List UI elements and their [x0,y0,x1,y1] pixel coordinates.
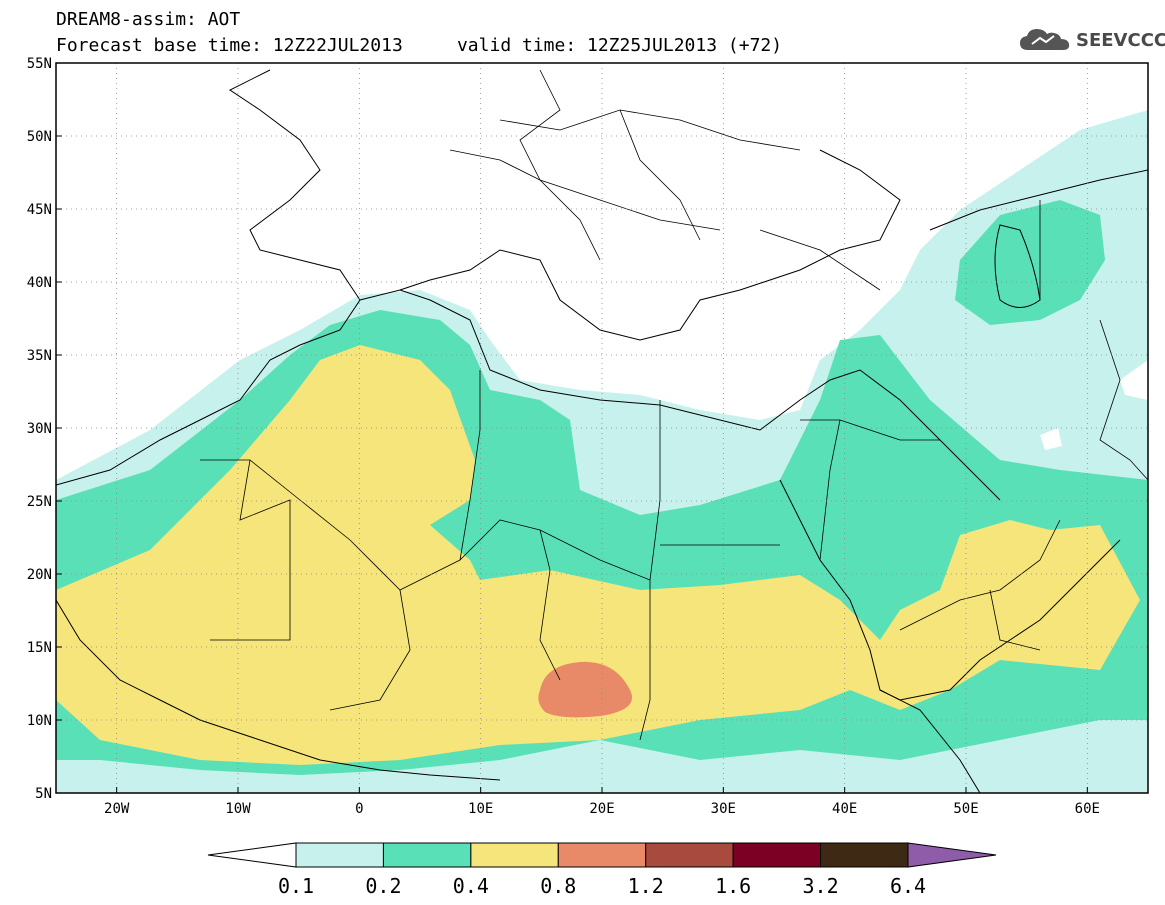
forecast-time-line: Forecast base time: 12Z22JUL2013 valid t… [56,35,783,56]
graticule [56,63,1148,793]
clear-patch-2 [1040,428,1062,450]
lat-tick-label: 45N [27,202,52,218]
colorbar-segment [382,842,472,868]
colorbar-segment [732,842,822,868]
aot-field [56,69,1148,793]
clear-patch-1 [1120,360,1148,400]
lon-tick-label: 10W [225,801,251,817]
aot-band-0.2-caspian [955,200,1105,325]
colorbar-segment [645,842,734,868]
seevccc-logo: SEEVCCC [1018,26,1165,54]
colorbar: 0.1 0.2 0.4 0.8 1.2 1.6 3.2 6.4 [207,842,997,898]
lat-tick-label: 10N [27,713,52,729]
lat-tick-label: 55N [27,56,52,72]
logo-text: SEEVCCC [1076,29,1165,51]
colorbar-label: 0.4 [453,874,489,898]
colorbar-segment [295,842,384,868]
colorbar-under-triangle [207,842,297,868]
lon-tick-label: 20W [104,801,130,817]
lat-tick-label: 5N [35,786,52,802]
plot-frame [55,62,1149,794]
colorbar-segment [470,842,559,868]
lat-tick-label: 35N [27,348,52,364]
cloud-icon [1020,29,1070,50]
lon-tick-label: 30E [711,801,736,817]
lon-tick-label: 20E [589,801,614,817]
country-borders [200,69,1148,741]
axis-ticks: 20W 10W 0 10E 20E 30E 40E 50E 60E 55N 50N 45N 40N 35N… [27,56,1100,817]
lon-tick-label: 50E [953,801,978,817]
colorbar-label: 3.2 [803,874,839,898]
colorbar-segment [557,842,647,868]
lon-tick-label: 10E [468,801,493,817]
coastlines [56,69,1148,793]
colorbar-label: 0.2 [365,874,401,898]
colorbar-over-triangle [907,842,997,868]
colorbar-label: 1.2 [628,874,664,898]
lon-tick-label: 40E [832,801,857,817]
colorbar-label: 0.1 [278,874,314,898]
lat-tick-label: 40N [27,275,52,291]
lon-tick-label: 60E [1075,801,1100,817]
aot-blob-0.8 [538,661,632,718]
lat-tick-label: 50N [27,129,52,145]
lat-tick-label: 30N [27,421,52,437]
lon-tick-label: 0 [355,801,363,817]
lat-tick-label: 15N [27,640,52,656]
map-title: DREAM8-assim: AOT [56,9,241,30]
lat-tick-label: 25N [27,494,52,510]
colorbar-label: 0.8 [540,874,576,898]
colorbar-label: 1.6 [715,874,751,898]
aot-band-0.4 [56,345,1140,765]
lat-tick-label: 20N [27,567,52,583]
colorbar-label: 6.4 [890,874,926,898]
colorbar-segment [820,842,909,868]
